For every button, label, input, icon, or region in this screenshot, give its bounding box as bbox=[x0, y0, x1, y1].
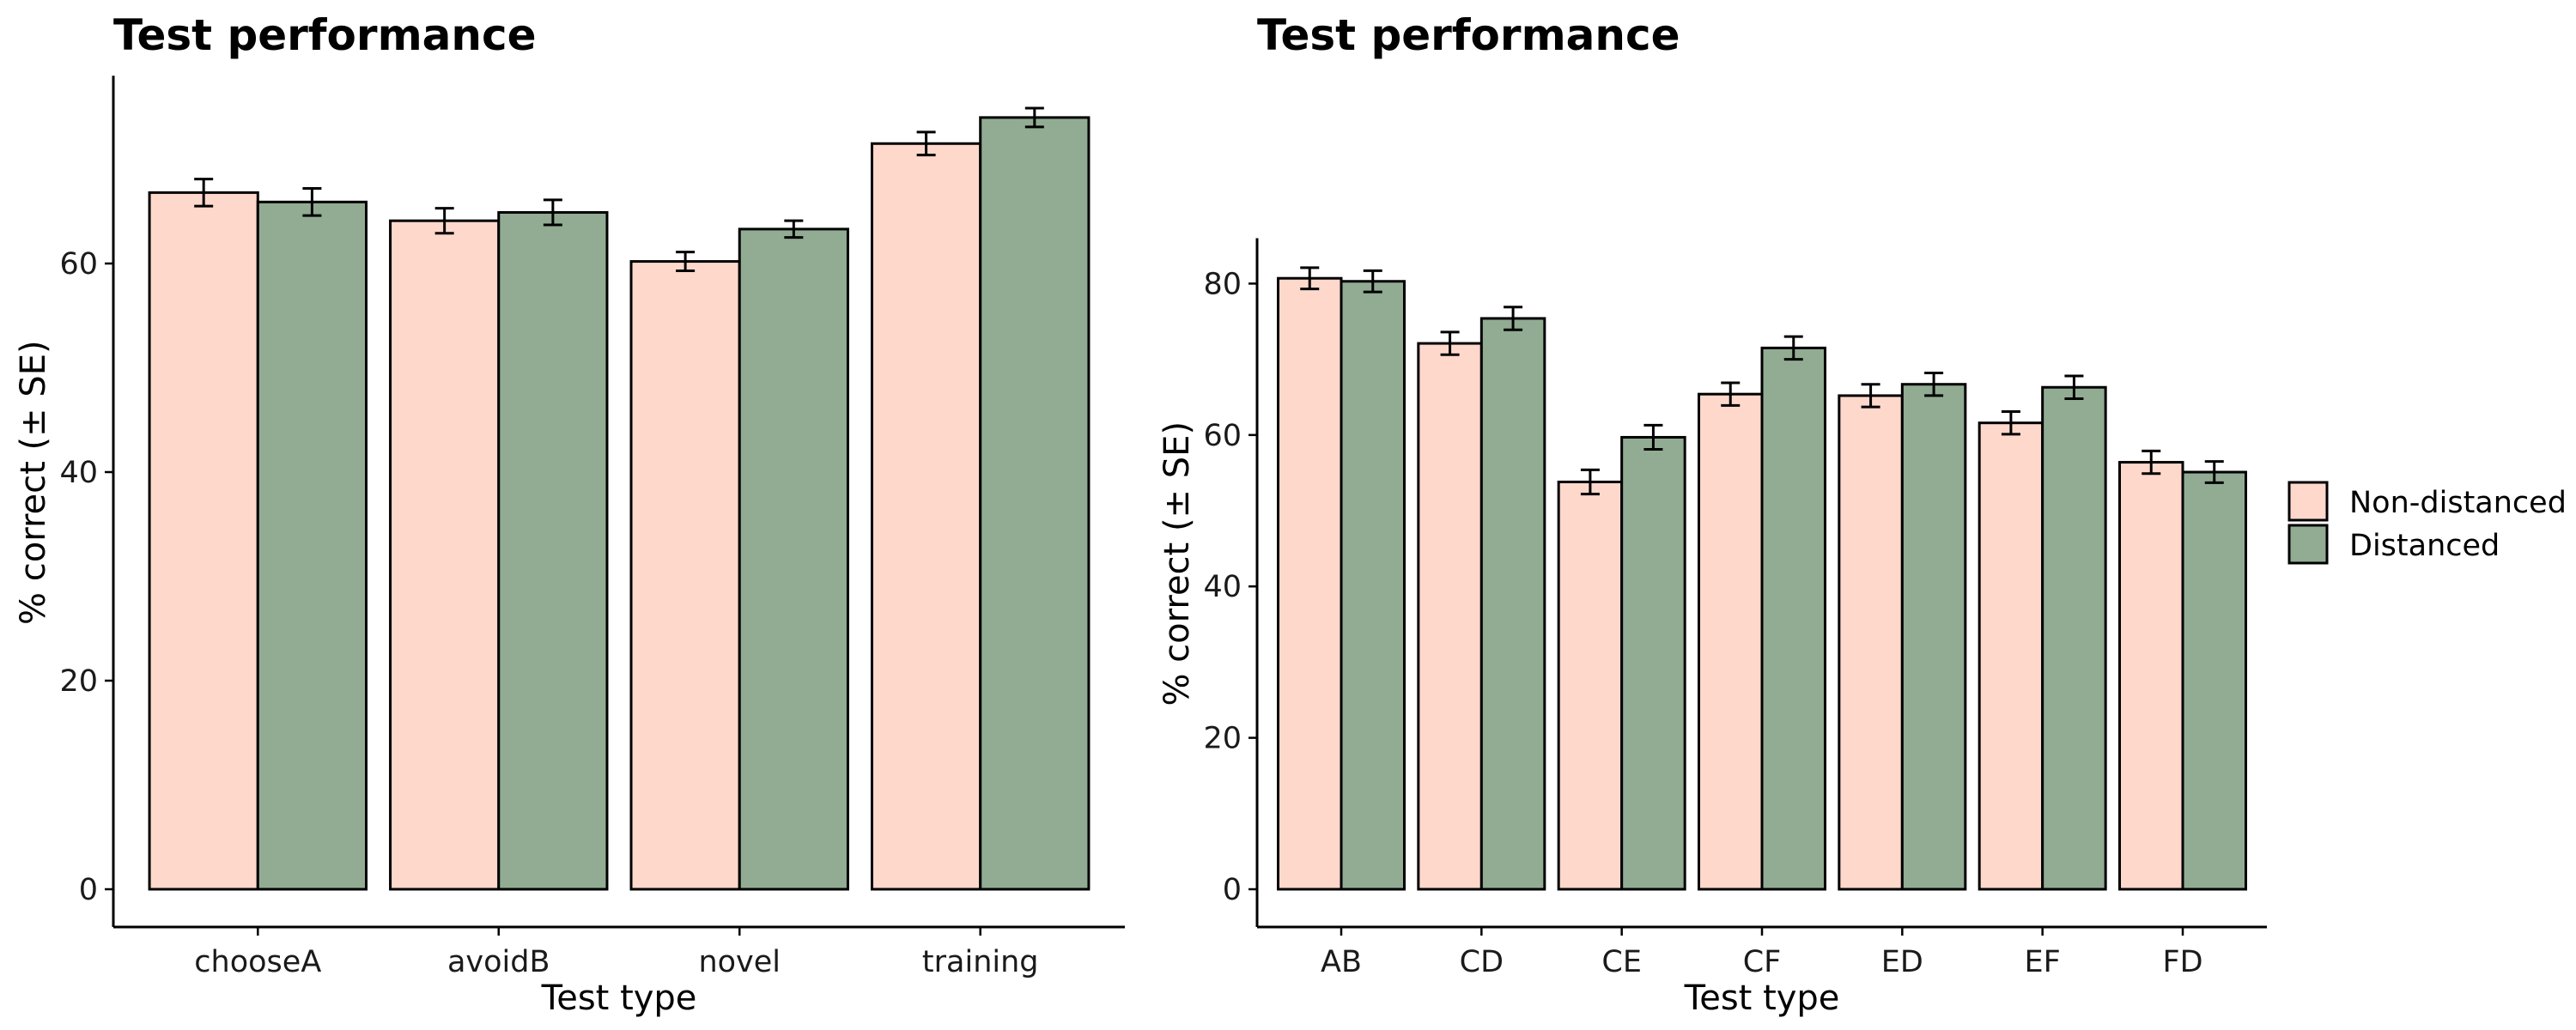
bar bbox=[389, 219, 501, 891]
bar bbox=[1698, 392, 1764, 891]
bar bbox=[738, 227, 849, 891]
bar bbox=[1340, 280, 1406, 891]
chart-title: Test performance bbox=[1257, 10, 1680, 60]
x-tick-label: CD bbox=[1460, 945, 1504, 979]
y-axis-title: % correct (± SE) bbox=[14, 340, 53, 625]
bar bbox=[1900, 383, 1967, 891]
bar bbox=[1479, 317, 1546, 891]
bar bbox=[2181, 470, 2247, 891]
bar bbox=[256, 200, 368, 891]
x-axis-title: Test type bbox=[541, 978, 697, 1018]
x-tick-label: chooseA bbox=[194, 945, 321, 979]
bar bbox=[871, 142, 982, 891]
x-axis-title: Test type bbox=[1684, 978, 1840, 1018]
bar bbox=[2041, 385, 2107, 891]
x-tick-label: FD bbox=[2162, 945, 2202, 979]
x-tick-label: CE bbox=[1601, 945, 1642, 979]
chart-panel-2: Test performance 0 20 40 60 80 AB CD CE CF ED EF FD T… bbox=[1157, 10, 2267, 1018]
y-tick-label: 20 bbox=[1203, 722, 1242, 756]
bar bbox=[148, 191, 259, 891]
legend-key bbox=[2287, 481, 2329, 522]
bar bbox=[979, 116, 1091, 891]
x-tick-label: CF bbox=[1743, 945, 1782, 979]
bar bbox=[1760, 346, 1826, 891]
y-tick-label: 20 bbox=[59, 664, 98, 699]
bar bbox=[1277, 276, 1343, 891]
chart-panel-1: Test performance 0 20 40 60 chooseA avoidB nove… bbox=[14, 10, 1125, 1018]
legend: Non-distanced Distanced bbox=[2287, 481, 2567, 565]
legend-key bbox=[2287, 524, 2329, 565]
x-tick-label: novel bbox=[698, 945, 781, 979]
bar bbox=[1557, 480, 1624, 891]
legend-label: Non-distanced bbox=[2349, 486, 2567, 520]
y-tick-label: 0 bbox=[79, 873, 98, 907]
y-axis-title: % correct (± SE) bbox=[1157, 421, 1197, 706]
bar bbox=[1838, 394, 1904, 891]
y-tick-label: 40 bbox=[1203, 570, 1242, 604]
x-tick-label: AB bbox=[1321, 945, 1362, 979]
x-tick-label: EF bbox=[2025, 945, 2061, 979]
chart-title: Test performance bbox=[113, 10, 537, 60]
x-tick-label: training bbox=[922, 945, 1039, 979]
y-tick-label: 40 bbox=[59, 456, 98, 490]
y-tick-label: 0 bbox=[1223, 873, 1242, 907]
y-tick-label: 60 bbox=[59, 247, 98, 282]
y-tick-label: 60 bbox=[1203, 419, 1242, 453]
bar bbox=[2118, 461, 2184, 891]
bar bbox=[1417, 342, 1483, 891]
bar bbox=[497, 210, 609, 891]
x-tick-label: avoidB bbox=[447, 945, 550, 979]
bar bbox=[1620, 435, 1686, 891]
bar bbox=[1978, 421, 2044, 891]
y-tick-label: 80 bbox=[1203, 267, 1242, 301]
x-tick-label: ED bbox=[1881, 945, 1923, 979]
bar bbox=[629, 260, 741, 891]
legend-label: Distanced bbox=[2349, 529, 2500, 563]
